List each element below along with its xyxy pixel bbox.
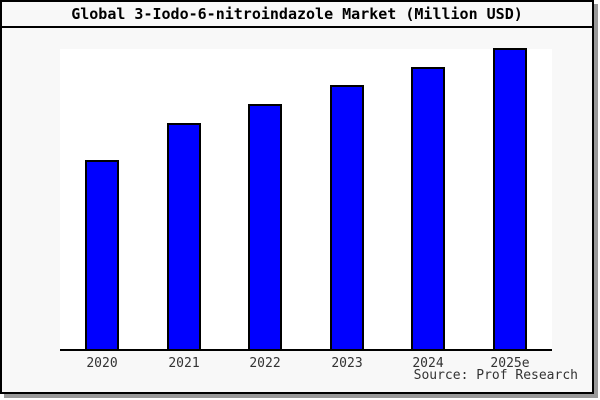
x-axis-label: 2022 [249,356,281,371]
x-axis-label: 2023 [331,356,363,371]
bar-2025e [493,48,527,349]
x-axis-label: 2020 [86,356,118,371]
bar-2024 [411,67,445,349]
chart-title: Global 3-Iodo-6-nitroindazole Market (Mi… [71,5,523,23]
x-axis-label: 2025e [490,356,530,371]
x-axis-labels: 2020 2021 2022 2023 2024 2025e [60,356,552,372]
bar-2021 [167,123,201,349]
x-axis-label: 2021 [168,356,200,371]
title-bar: Global 3-Iodo-6-nitroindazole Market (Mi… [2,2,592,28]
plot-area [60,48,552,351]
chart-window: Global 3-Iodo-6-nitroindazole Market (Mi… [0,0,594,394]
x-axis-label: 2024 [412,356,444,371]
bar-2022 [248,104,282,349]
source-note: Source: Prof Research [413,368,578,383]
bar-2023 [330,85,364,349]
bar-2020 [85,160,119,349]
